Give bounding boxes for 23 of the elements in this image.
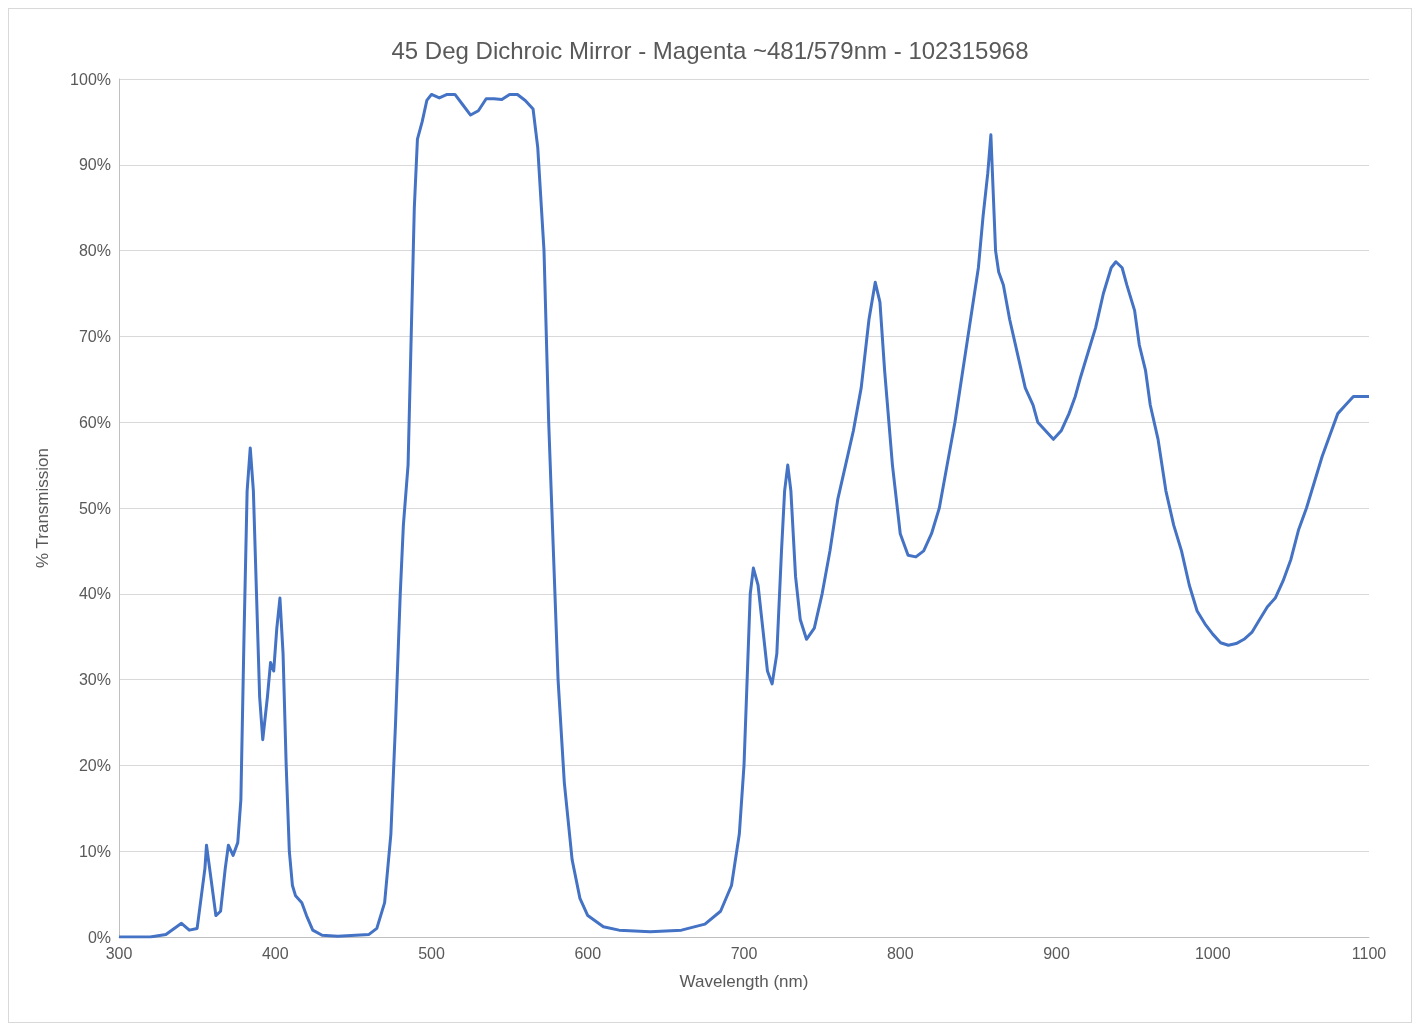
y-tick-label: 100% (70, 70, 111, 88)
chart-title: 45 Deg Dichroic Mirror - Magenta ~481/579nm - 102315968 (391, 36, 1029, 64)
y-tick-label: 10% (78, 842, 111, 860)
y-tick-label: 40% (78, 585, 111, 603)
y-tick-label: 60% (78, 413, 111, 431)
y-tick-label: 90% (78, 156, 111, 174)
x-tick-label: 1000 (1194, 944, 1231, 962)
y-tick-label: 30% (78, 671, 111, 689)
y-tick-label: 70% (78, 327, 111, 345)
x-tick-label: 400 (261, 944, 289, 962)
x-axis-title: Wavelength (nm) (679, 972, 809, 991)
x-tick-label: 700 (730, 944, 758, 962)
y-tick-label: 80% (78, 242, 111, 260)
y-axis-title: % Transmission (33, 448, 52, 568)
x-tick-label: 900 (1043, 944, 1070, 962)
y-tick-label: 0% (87, 928, 111, 946)
y-tick-label: 20% (78, 756, 111, 774)
y-tick-label: 50% (78, 499, 111, 517)
x-tick-label: 600 (574, 944, 602, 962)
x-tick-label: 1100 (1351, 944, 1387, 962)
x-tick-label: 500 (418, 944, 445, 962)
x-tick-label: 300 (105, 944, 133, 962)
x-tick-label: 800 (886, 944, 914, 962)
